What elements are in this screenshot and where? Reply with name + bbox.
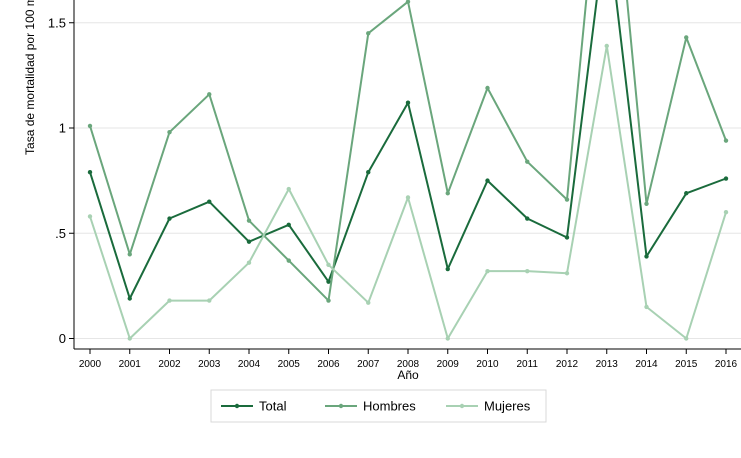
data-point [684,35,689,40]
data-point [326,298,331,303]
x-tick-label: 2011 [516,359,538,370]
data-point [127,296,132,301]
x-tick-label: 2000 [79,359,102,370]
x-tick-label: 2016 [715,359,738,370]
legend-marker [338,403,344,409]
data-point [723,138,729,143]
x-tick-label: 2008 [397,359,420,370]
x-tick-label: 2015 [675,359,698,370]
data-point [246,218,252,223]
y-tick-label: 1.5 [48,15,66,30]
data-point [644,201,649,206]
legend-item-mujeres: Mujeres [446,399,531,414]
data-point [246,260,252,265]
data-point [286,258,291,263]
data-point [485,178,490,183]
y-tick-label: 0 [59,331,66,346]
data-point [366,300,371,305]
y-axis-ticks: 0.511.522.5 [48,15,74,346]
x-tick-label: 2012 [556,359,579,370]
x-tick-label: 2014 [635,359,658,370]
data-point [445,191,450,196]
y-tick-label: 1 [59,121,66,136]
data-point [87,214,93,219]
data-point [127,336,132,341]
data-point [604,43,609,49]
data-point [723,210,729,215]
data-point [246,239,252,244]
data-point [485,85,490,91]
y-axis-label: Tasa de mortalidad por 100 mil hab. [23,0,37,155]
data-point [405,0,411,4]
series-hombres [87,0,729,303]
data-point [87,123,93,129]
data-point [87,170,93,175]
data-point [564,235,570,240]
x-axis-label: Año [397,368,419,382]
data-point [525,268,530,274]
legend-item-hombres: Hombres [325,399,416,414]
data-point [723,176,729,181]
legend-label: Hombres [363,399,416,414]
data-point [326,279,331,284]
data-point [405,195,411,200]
legend-box [210,389,547,423]
legend-label: Total [259,399,287,414]
legend: Total Hombres Mujeres [210,389,547,423]
data-point [207,92,212,97]
data-point [445,336,450,341]
data-point [525,159,530,164]
data-point [127,252,132,257]
data-point [366,170,371,175]
data-point [167,130,172,135]
data-point [405,100,411,105]
x-tick-label: 2006 [317,359,340,370]
data-point [445,266,450,272]
x-tick-label: 2001 [119,359,142,370]
x-tick-label: 2002 [158,359,181,370]
data-point [167,216,172,221]
data-point [564,197,570,202]
data-point [286,222,291,228]
x-tick-label: 2003 [198,359,221,370]
x-tick-label: 2004 [238,359,261,370]
x-tick-label: 2007 [357,359,380,370]
y-tick-label: .5 [55,226,66,241]
legend-marker [234,403,240,409]
series-group [87,0,729,341]
legend-marker [459,403,465,409]
x-tick-label: 2013 [596,359,619,370]
data-point [326,262,331,268]
data-point [167,298,172,303]
legend-item-total: Total [221,399,287,414]
data-point [485,268,490,274]
data-point [564,271,570,276]
data-point [207,199,212,204]
data-point [684,191,689,196]
series-total [87,0,729,301]
data-point [207,298,212,303]
series-mujeres [87,43,729,341]
data-point [684,336,689,341]
data-point [366,31,371,36]
x-axis-ticks: 2000 2001 2002 2003 2004 2005 2006 2007 2008 2009… [79,349,738,370]
data-point [644,304,649,310]
x-tick-label: 2009 [437,359,460,370]
x-tick-label: 2005 [278,359,301,370]
legend-label: Mujeres [484,399,531,414]
data-point [525,216,530,221]
data-point [286,186,291,192]
data-point [644,254,649,259]
x-tick-label: 2010 [476,359,499,370]
